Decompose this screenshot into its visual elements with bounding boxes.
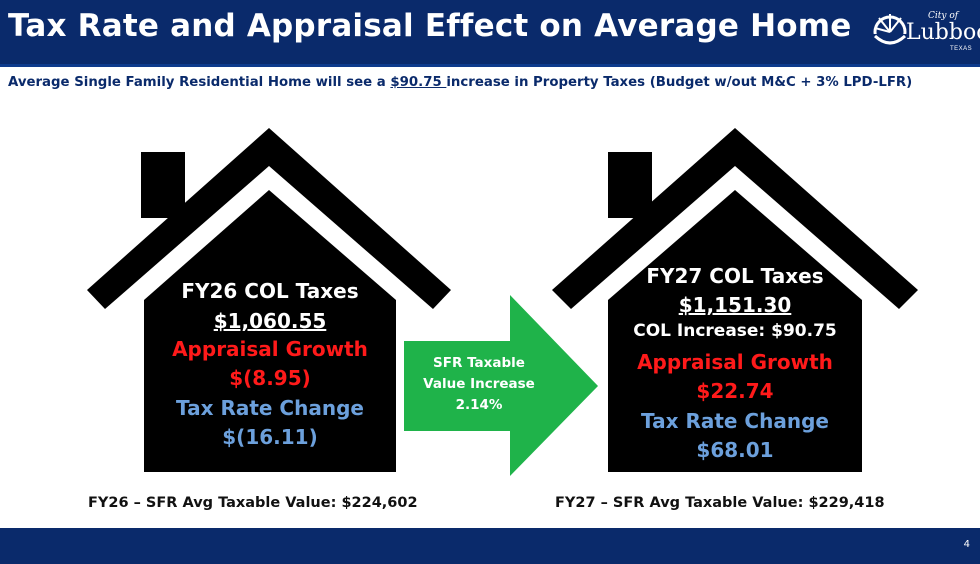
left-appraisal-value: $(8.95) — [229, 366, 311, 390]
subtitle-amount: $90.75 — [390, 75, 447, 90]
subtitle: Average Single Family Residential Home w… — [8, 75, 972, 90]
city-logo: City of Lubbock TEXAS — [872, 8, 980, 56]
left-rate-label: Tax Rate Change — [176, 396, 364, 420]
arrow-line-2: Value Increase — [423, 376, 535, 392]
lubbock-logo-icon — [872, 14, 908, 54]
right-rate-label: Tax Rate Change — [641, 409, 829, 433]
right-appraisal-label: Appraisal Growth — [637, 350, 833, 374]
footer-bar: 4 — [0, 528, 980, 564]
left-house-title: FY26 COL Taxes — [181, 279, 359, 303]
right-house-shape — [552, 128, 918, 472]
arrow-line-3: 2.14% — [455, 397, 503, 413]
left-house-total: $1,060.55 — [213, 309, 327, 333]
arrow-line-1: SFR Taxable — [433, 355, 525, 371]
right-col-increase: COL Increase: $90.75 — [633, 321, 837, 341]
right-caption: FY27 – SFR Avg Taxable Value: $229,418 — [555, 495, 885, 511]
left-caption: FY26 – SFR Avg Taxable Value: $224,602 — [88, 495, 418, 511]
right-house-title: FY27 COL Taxes — [646, 264, 824, 288]
page-number: 4 — [963, 539, 970, 550]
logo-name: Lubbock — [906, 20, 980, 45]
subtitle-prefix: Average Single Family Residential Home w… — [8, 75, 391, 90]
left-rate-value: $(16.11) — [222, 425, 318, 449]
header-bar: Tax Rate and Appraisal Effect on Average… — [0, 0, 980, 67]
left-appraisal-label: Appraisal Growth — [172, 337, 368, 361]
right-house-total: $1,151.30 — [678, 293, 792, 317]
left-house-shape — [87, 128, 451, 472]
page-title: Tax Rate and Appraisal Effect on Average… — [8, 8, 852, 44]
subtitle-suffix: increase in Property Taxes (Budget w/out… — [446, 75, 913, 90]
logo-city-of: City of — [928, 11, 959, 21]
right-appraisal-value: $22.74 — [696, 379, 774, 403]
increase-arrow-icon — [404, 295, 598, 476]
right-rate-value: $68.01 — [696, 438, 774, 462]
logo-state: TEXAS — [950, 46, 973, 52]
